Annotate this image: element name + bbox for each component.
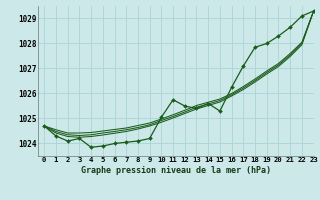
X-axis label: Graphe pression niveau de la mer (hPa): Graphe pression niveau de la mer (hPa) <box>81 166 271 175</box>
